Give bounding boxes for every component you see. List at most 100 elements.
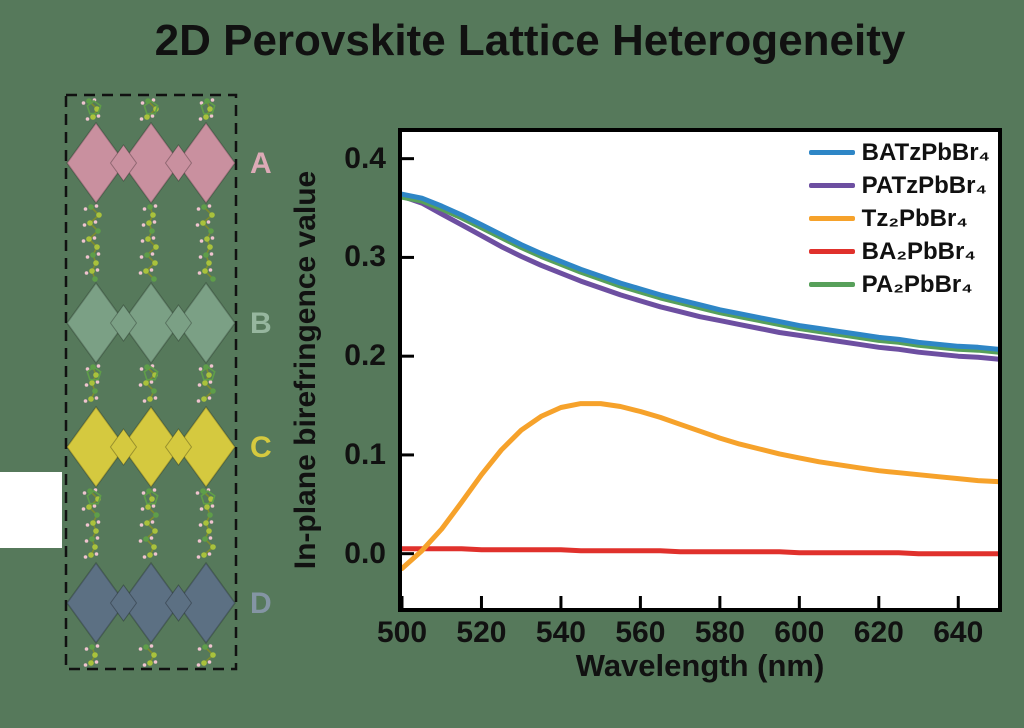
legend-label: BA₂PbBr₄ bbox=[861, 237, 976, 265]
carbon-atom bbox=[151, 388, 157, 394]
white-patch bbox=[0, 472, 62, 548]
octahedron bbox=[176, 121, 236, 205]
hydrogen-atom bbox=[209, 252, 214, 256]
carbon-atom bbox=[86, 98, 92, 104]
carbon-atom bbox=[143, 380, 149, 386]
carbon-atom bbox=[210, 544, 216, 550]
row-label-C: C bbox=[250, 431, 272, 464]
carbon-atom bbox=[90, 114, 96, 120]
legend-label: PA₂PbBr₄ bbox=[861, 270, 973, 298]
octahedron-small bbox=[109, 304, 138, 342]
hydrogen-atom bbox=[150, 252, 155, 256]
carbon-atom bbox=[92, 388, 98, 394]
carbon-atom bbox=[201, 396, 207, 402]
series-curve-3 bbox=[402, 546, 998, 557]
hydrogen-atom bbox=[81, 101, 86, 105]
hydrogen-atom bbox=[92, 236, 97, 240]
thiazole-ring bbox=[86, 490, 102, 505]
carbon-atom bbox=[90, 520, 96, 526]
carbon-atom bbox=[150, 212, 156, 218]
hydrogen-atom bbox=[198, 523, 203, 527]
carbon-atom bbox=[94, 512, 100, 518]
hydrogen-atom bbox=[138, 539, 143, 543]
carbon-atom bbox=[89, 380, 95, 386]
x-tick-label: 640 bbox=[933, 616, 984, 649]
carbon-atom bbox=[206, 528, 212, 534]
hydrogen-atom bbox=[96, 364, 101, 368]
carbon-atom bbox=[94, 244, 100, 250]
carbon-atom bbox=[86, 504, 92, 510]
series-curve-2 bbox=[402, 401, 998, 571]
octahedron bbox=[176, 281, 236, 365]
carbon-atom bbox=[93, 528, 99, 534]
carbon-atom bbox=[206, 372, 212, 378]
thiazole-ring bbox=[143, 366, 159, 381]
x-tick-label: 560 bbox=[615, 616, 666, 649]
carbon-atom bbox=[151, 276, 157, 282]
legend-line-swatch bbox=[808, 282, 855, 287]
carbon-atom bbox=[143, 644, 149, 650]
legend-item: PA₂PbBr₄ bbox=[808, 269, 990, 300]
octahedron-small bbox=[164, 428, 193, 466]
legend-label: PATzPbBr₄ bbox=[861, 171, 987, 199]
hydrogen-atom bbox=[94, 396, 99, 400]
carbon-atom bbox=[152, 260, 158, 266]
x-axis-label: Wavelength (nm) bbox=[575, 648, 825, 683]
octahedron-small bbox=[109, 144, 138, 182]
y-tick-label: 0.0 bbox=[344, 536, 386, 570]
series-curve-1 bbox=[402, 193, 998, 362]
row-label-D: D bbox=[250, 587, 272, 620]
hydrogen-atom bbox=[153, 660, 158, 664]
octahedron bbox=[66, 281, 126, 365]
hydrogen-atom bbox=[140, 101, 145, 105]
hydrogen-atom bbox=[81, 239, 86, 243]
hydrogen-atom bbox=[93, 220, 98, 224]
y-tick-label: 0.4 bbox=[344, 141, 386, 175]
hydrogen-atom bbox=[197, 647, 202, 651]
carbon-atom bbox=[201, 204, 207, 210]
series-curve-0 bbox=[402, 191, 998, 352]
octahedra-row-D bbox=[66, 561, 236, 645]
hydrogen-atom bbox=[149, 644, 154, 648]
thiazole-ring bbox=[143, 100, 159, 115]
carbon-atom bbox=[203, 114, 209, 120]
octahedron bbox=[121, 561, 181, 645]
carbon-atom bbox=[146, 220, 152, 226]
legend-line-swatch bbox=[808, 150, 855, 155]
hydrogen-atom bbox=[197, 383, 202, 387]
octahedra-row-A bbox=[66, 121, 236, 205]
hydrogen-atom bbox=[196, 207, 201, 211]
hydrogen-atom bbox=[83, 207, 88, 211]
hydrogen-atom bbox=[206, 220, 211, 224]
octahedron bbox=[66, 121, 126, 205]
hydrogen-atom bbox=[199, 101, 204, 105]
carbon-atom bbox=[149, 496, 155, 502]
hydrogen-atom bbox=[95, 536, 100, 540]
carbon-atom bbox=[149, 228, 155, 234]
carbon-atom bbox=[144, 252, 150, 258]
carbon-atom bbox=[147, 660, 153, 666]
carbon-atom bbox=[151, 652, 157, 658]
hydrogen-atom bbox=[207, 552, 212, 556]
octahedron-small bbox=[109, 584, 138, 622]
carbon-atom bbox=[147, 552, 153, 558]
hydrogen-atom bbox=[141, 223, 146, 227]
hydrogen-atom bbox=[207, 396, 212, 400]
x-tick-label: 580 bbox=[694, 616, 745, 649]
hydrogen-atom bbox=[199, 239, 204, 243]
molecule-chains bbox=[81, 98, 216, 667]
hydrogen-atom bbox=[210, 236, 215, 240]
hydrogen-atom bbox=[95, 644, 100, 648]
hydrogen-atom bbox=[142, 399, 147, 403]
hydrogen-atom bbox=[209, 114, 214, 118]
octahedron bbox=[66, 405, 126, 489]
hydrogen-atom bbox=[84, 539, 89, 543]
carbon-atom bbox=[203, 520, 209, 526]
hydrogen-atom bbox=[139, 367, 144, 371]
legend-line-swatch bbox=[808, 183, 855, 188]
thiazole-ring bbox=[86, 100, 102, 115]
hydrogen-atom bbox=[96, 520, 101, 524]
thiazole-ring bbox=[200, 490, 216, 505]
carbon-atom bbox=[210, 276, 216, 282]
hydrogen-atom bbox=[209, 520, 214, 524]
